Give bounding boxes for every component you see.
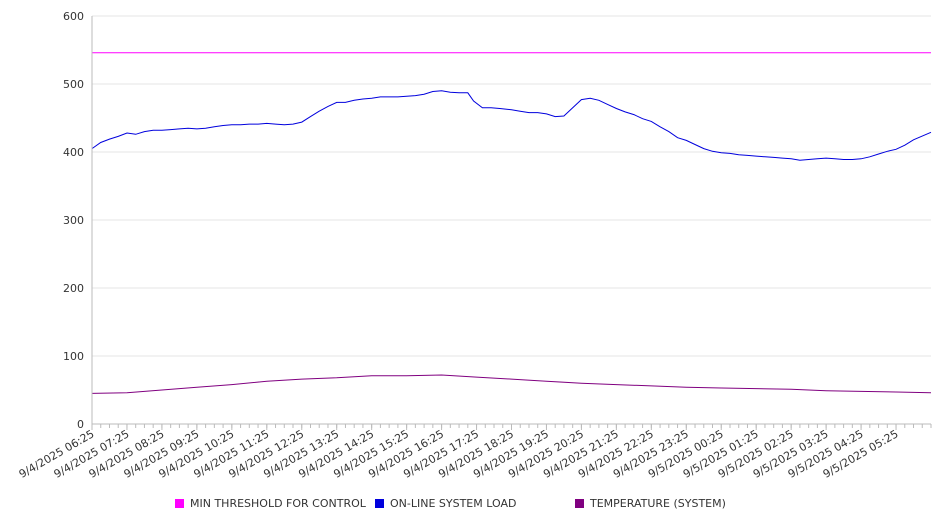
- y-tick-label-0: 0: [77, 418, 84, 431]
- legend-item-system-load: ON-LINE SYSTEM LOAD: [375, 497, 516, 510]
- x-tick-labels: 9/4/2025 06:259/4/2025 07:259/4/2025 08:…: [17, 427, 901, 481]
- legend-swatch-min-threshold: [175, 499, 184, 508]
- legend-swatch-temperature: [575, 499, 584, 508]
- legend-label-min-threshold: MIN THRESHOLD FOR CONTROL: [190, 497, 366, 510]
- legend: MIN THRESHOLD FOR CONTROL ON-LINE SYSTEM…: [0, 497, 946, 515]
- y-tick-label-3: 300: [63, 214, 84, 227]
- y-tick-label-1: 100: [63, 350, 84, 363]
- y-tick-label-6: 600: [63, 10, 84, 23]
- y-tick-label-4: 400: [63, 146, 84, 159]
- series-line-1: [91, 90, 932, 161]
- grid-lines: [92, 15, 931, 357]
- series-line-2: [91, 374, 932, 394]
- series-layer: [91, 52, 932, 394]
- legend-label-temperature: TEMPERATURE (SYSTEM): [590, 497, 726, 510]
- legend-swatch-system-load: [375, 499, 384, 508]
- y-tick-label-2: 200: [63, 282, 84, 295]
- legend-label-system-load: ON-LINE SYSTEM LOAD: [390, 497, 517, 510]
- y-tick-label-5: 500: [63, 78, 84, 91]
- legend-item-min-threshold: MIN THRESHOLD FOR CONTROL: [175, 497, 366, 510]
- axes: [91, 16, 932, 430]
- y-tick-labels: 0 100 200 300 400 500 600: [63, 10, 84, 431]
- legend-item-temperature: TEMPERATURE (SYSTEM): [575, 497, 726, 510]
